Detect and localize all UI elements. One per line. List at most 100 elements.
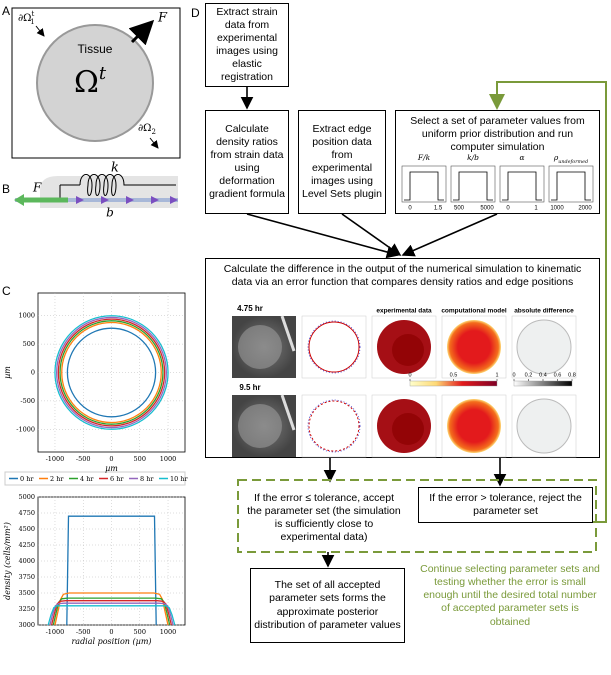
prior-max: 1 [534,206,538,212]
tissue [36,24,154,142]
legend-label: 4 hr [80,475,94,483]
time-label: 9.5 hr [239,383,260,392]
prior-density [502,171,542,201]
exp-map-core [392,334,424,366]
y-tick-label: -1000 [16,425,35,433]
prior-density [453,171,493,201]
boundary-label: ∂Ωt 1 [18,10,35,26]
density-line [47,605,176,626]
ring [66,327,157,418]
column-header: computational model [441,308,507,315]
density-line [50,600,173,626]
colorbar [513,380,573,387]
column-header: experimental data [376,308,432,315]
model-map [447,399,501,453]
arrow [35,25,45,37]
prior-max: 1.5 [434,206,443,212]
colorbar-label: 1 [495,372,498,378]
column-header: absolute difference [514,308,574,315]
y-tick-label: 0 [31,369,35,377]
outline-model [307,320,361,374]
x-tick-label: 0 [109,455,113,463]
y-tick-label: 500 [23,340,35,348]
micrograph-edge [280,315,296,352]
micrograph-edge [280,394,296,431]
x-tick-label: 1000 [160,628,177,636]
prior-frame [548,165,594,203]
x-axis-label: µm [105,464,118,473]
y-tick-label: 3250 [18,605,35,613]
outline-model [307,399,361,453]
y-tick-label: 4000 [18,557,35,565]
symbol: k/b [467,153,479,162]
symbol: ρ [553,153,559,162]
force-label: F [157,11,168,26]
colorbar [409,380,498,387]
exp-map-core [392,413,424,445]
panel-label: C [2,284,11,298]
step-box: Extract edge position data from experime… [298,110,386,214]
colorbar-label: 0 [512,372,515,378]
subscript: undeformed [558,159,588,165]
y-tick-label: 3500 [18,589,35,597]
time-label: 4.75 hr [237,304,263,313]
y-tick-label: 3750 [18,573,35,581]
step-box: If the error > tolerance, reject the par… [418,487,593,523]
tissue-shape [40,176,178,208]
x-tick-label: 500 [134,628,146,636]
superscript: t [99,63,107,84]
legend-label: 10 hr [170,475,189,483]
prior-min: 0 [408,206,412,212]
legend-label: 0 hr [20,475,34,483]
outline-frame [301,315,367,379]
diff-map [516,398,572,454]
x-tick-label: -500 [76,628,91,636]
legend-label: 2 hr [50,475,64,483]
y-axis-label: µm [3,366,12,379]
math-label: F/k [417,153,431,162]
colorbar-label: 0 [408,372,411,378]
domain-label: Ωt [74,63,107,100]
y-tick-label: -500 [20,397,35,405]
prior-min: 1000 [550,206,564,212]
y-tick-label: 5000 [18,493,35,501]
y-tick-label: 4250 [18,541,35,549]
drag-arrows [76,196,178,204]
y-axis-label: density (cells/mm²) [3,522,12,600]
x-tick-label: -1000 [46,628,65,636]
y-tick-label: 4750 [18,509,35,517]
prior-max: 2000 [578,206,592,212]
y-tick-label: 4500 [18,525,35,533]
micrograph-cells [238,404,282,448]
x-tick-label: 500 [134,455,146,463]
outline-exp [308,321,360,373]
arrow [149,137,159,149]
x-tick-label: -500 [76,455,91,463]
loop-note: Continue selecting parameter sets and te… [420,563,600,628]
step-box: If the error ≤ tolerance, accept the par… [247,491,401,544]
arrows [240,87,507,568]
subscript: 2 [151,128,155,136]
spring [79,174,176,196]
x-tick-label: -1000 [46,455,65,463]
boundary-label: ∂Ω2 [138,123,156,137]
micrograph-cells [238,325,282,369]
symbol: ∂Ω [18,13,31,24]
ring [59,320,164,425]
math-label: k/b [467,153,479,162]
symbol: Ω [74,65,99,100]
math-label: α [519,153,524,162]
legend [4,471,186,486]
prior-max: 5000 [480,206,494,212]
colorbar-label: 0.4 [539,372,547,378]
spring-label: k [111,161,119,176]
ring [61,321,162,424]
x-tick-label: 1000 [160,455,177,463]
outline-frame [301,394,367,458]
step-box: Extract strain data from experimental im… [205,3,289,87]
arrow [128,19,155,46]
symbol: α [519,153,524,162]
legend-label: 6 hr [110,475,124,483]
colorbar-label: 0.8 [568,372,576,378]
